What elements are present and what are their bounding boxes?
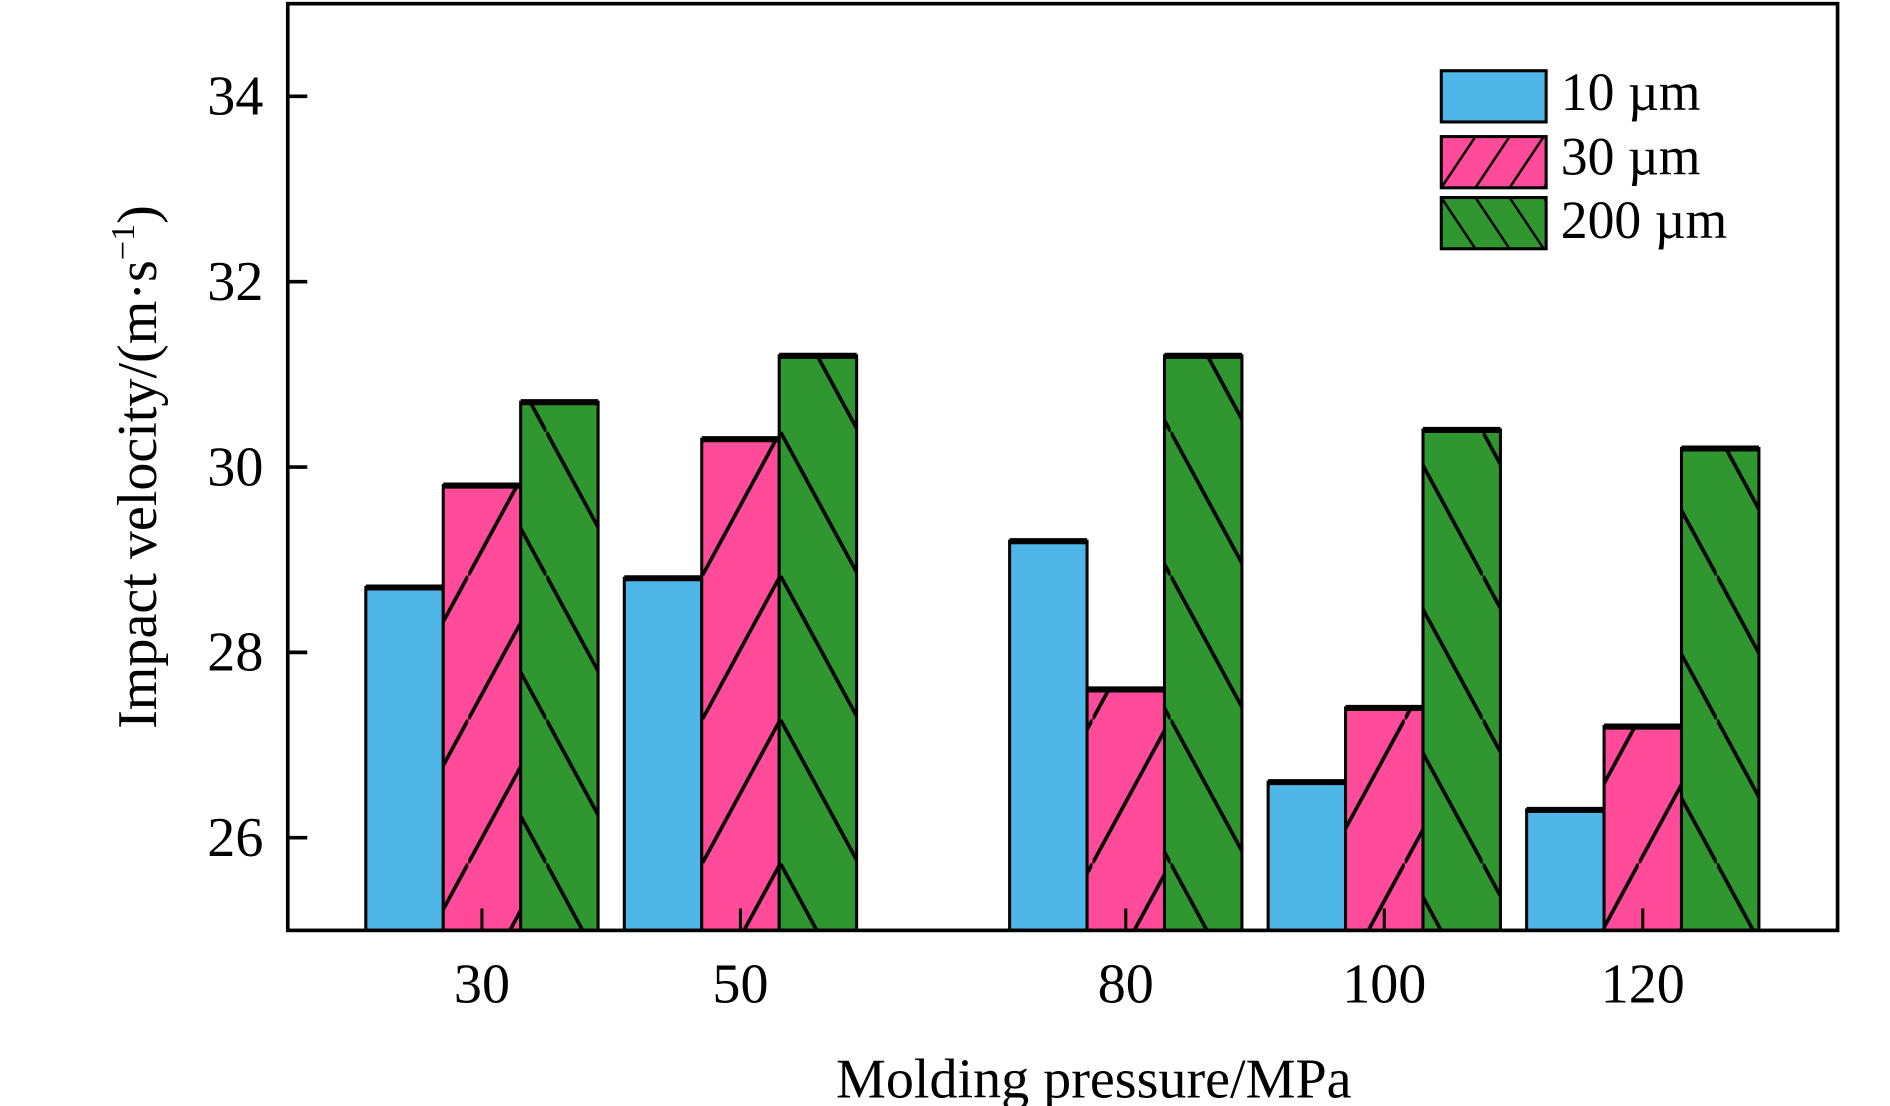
y-tick-label-28: 28 (207, 622, 263, 684)
bar-200m-50 (777, 354, 859, 932)
y-axis-label-end: ) (107, 205, 169, 224)
bar-200m-30 (519, 400, 600, 932)
bar-10m-100 (1266, 780, 1348, 932)
y-axis-label: Impact velocity/(m·s−1) (105, 205, 169, 729)
bar-30m-50 (700, 437, 781, 932)
y-axis-label-main: Impact velocity/(m·s (107, 260, 169, 729)
y-axis-label-sup: −1 (105, 224, 142, 260)
legend-label-200um: 200 µm (1561, 190, 1728, 250)
y-tick-label-30: 30 (207, 436, 263, 498)
plot-frame (285, 1, 1840, 933)
legend-swatch-200um (1439, 196, 1548, 251)
bar-10m-80 (1008, 539, 1089, 932)
bars-group (364, 352, 1761, 932)
bar-10m-120 (1525, 808, 1606, 932)
bar-200m-80 (1162, 354, 1244, 932)
bar-200m-100 (1421, 428, 1502, 932)
x-tick-label-30: 30 (454, 953, 510, 1015)
bar-10m-30 (364, 585, 445, 932)
legend-label-10um: 10 µm (1561, 62, 1701, 122)
legend: 10 µm 30 µm 200 µm (1439, 62, 1728, 251)
bar-30m-30 (441, 484, 523, 932)
y-tick-label-26: 26 (207, 807, 263, 869)
bar-10m-50 (622, 576, 704, 932)
legend-swatch-10um (1439, 69, 1548, 124)
x-axis-label: Molding pressure/MPa (836, 1048, 1352, 1106)
legend-label-30um: 30 µm (1561, 126, 1701, 186)
bar-30m-100 (1344, 706, 1425, 932)
legend-swatch-30um (1439, 135, 1548, 190)
x-tick-label-50: 50 (712, 953, 768, 1015)
bar-30m-80 (1085, 687, 1167, 932)
y-tick-label-32: 32 (207, 251, 263, 313)
x-tick-label-100: 100 (1342, 953, 1426, 1015)
bar-30m-120 (1602, 724, 1684, 932)
y-tick-label-34: 34 (207, 66, 263, 128)
bar-200m-120 (1679, 446, 1761, 932)
x-tick-label-120: 120 (1601, 953, 1685, 1015)
x-tick-label-80: 80 (1098, 953, 1154, 1015)
axes-group: 30 50 80 100 120 26 28 30 32 34 (207, 66, 1685, 1016)
